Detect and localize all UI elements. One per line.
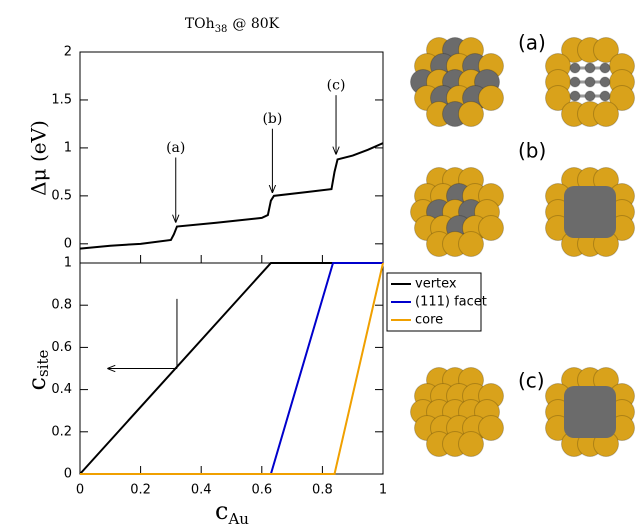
- atom: [458, 231, 484, 257]
- data-line: [79, 142, 384, 250]
- atom: [478, 415, 504, 441]
- y-tick-label: 0.5: [51, 188, 72, 203]
- x-tick-label: 0.6: [251, 483, 272, 498]
- x-tick-label: 0.4: [191, 483, 212, 498]
- atom: [584, 62, 596, 74]
- y-tick-label: 1: [64, 256, 72, 271]
- atom: [599, 90, 611, 102]
- panel-label: (a): [518, 31, 546, 55]
- legend-label: core: [415, 313, 443, 328]
- core: [564, 186, 616, 238]
- x-axis-label: cAu: [215, 497, 249, 527]
- annotation: (a): [166, 140, 185, 156]
- y-tick-label: 0: [64, 467, 72, 482]
- atom: [478, 85, 504, 111]
- core: [564, 386, 616, 438]
- atom: [593, 37, 619, 63]
- atom: [599, 76, 611, 88]
- panel-label: (b): [518, 139, 546, 163]
- y-tick-label: 0: [64, 236, 72, 251]
- atom: [569, 62, 581, 74]
- x-tick-label: 0.8: [312, 483, 333, 498]
- atom: [593, 101, 619, 127]
- series-line: [80, 262, 384, 475]
- y-axis-label: csite: [23, 349, 53, 390]
- y-tick-label: 2: [64, 45, 72, 60]
- annotation: (c): [327, 78, 346, 94]
- atom: [478, 215, 504, 241]
- x-tick-label: 0.2: [130, 483, 151, 498]
- chart-title: TOh38 @ 80K: [185, 16, 280, 35]
- y-axis-label: Δμ (eV): [27, 120, 51, 196]
- panel-label: (c): [518, 369, 545, 393]
- x-tick-label: 0: [76, 483, 84, 498]
- y-tick-label: 0.8: [51, 298, 72, 313]
- legend: vertex (111) facet core: [386, 272, 487, 332]
- atom: [584, 90, 596, 102]
- y-tick-label: 1.5: [51, 92, 72, 107]
- y-tick-label: 0.4: [51, 382, 72, 397]
- atom: [599, 62, 611, 74]
- atom: [458, 431, 484, 457]
- legend-label: vertex: [415, 277, 457, 292]
- atom: [569, 90, 581, 102]
- atom: [584, 76, 596, 88]
- annotation: (b): [262, 111, 282, 127]
- x-tick-label: 1: [379, 483, 387, 498]
- atom: [569, 76, 581, 88]
- cluster-images: [410, 37, 635, 457]
- legend-label: (111) facet: [415, 295, 487, 310]
- y-tick-label: 0.2: [51, 424, 72, 439]
- atom: [458, 101, 484, 127]
- y-tick-label: 0.6: [51, 340, 72, 355]
- y-tick-label: 1: [64, 140, 72, 155]
